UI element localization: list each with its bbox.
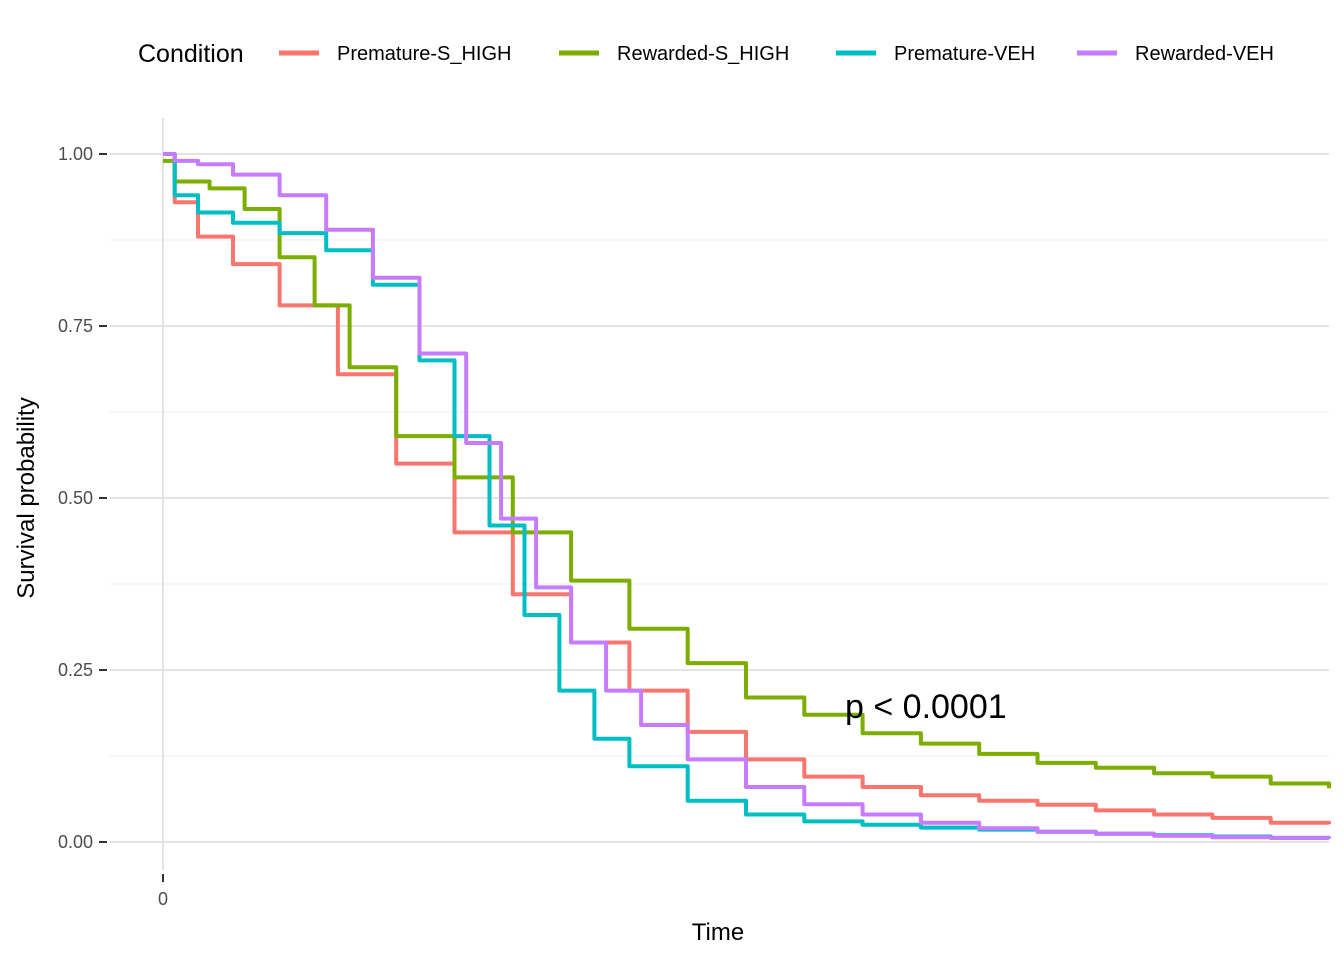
series-line-rewarded-veh <box>163 152 1331 840</box>
legend-item-rewarded-s-high: Rewarded-S_HIGH <box>559 43 789 65</box>
grid-lines <box>110 118 1329 870</box>
axes: 0.00 0.25 0.50 0.75 1.00 0 <box>58 144 168 909</box>
y-tick-label: 0.25 <box>58 660 93 680</box>
y-tick-label: 1.00 <box>58 144 93 164</box>
x-axis-title: Time <box>692 919 744 946</box>
legend-label: Rewarded-VEH <box>1135 43 1274 65</box>
p-value-annotation: p < 0.0001 <box>845 688 1007 726</box>
legend: Condition Premature-S_HIGH Rewarded-S_HIG… <box>138 40 1274 68</box>
y-tick-label: 0.75 <box>58 316 93 336</box>
legend-item-rewarded-veh: Rewarded-VEH <box>1077 43 1274 65</box>
y-tick-label: 0.50 <box>58 488 93 508</box>
series-lines <box>163 152 1331 840</box>
legend-title: Condition <box>138 40 244 68</box>
legend-label: Premature-S_HIGH <box>337 43 512 65</box>
legend-item-premature-s-high: Premature-S_HIGH <box>279 43 512 65</box>
legend-item-premature-veh: Premature-VEH <box>836 43 1035 65</box>
legend-label: Premature-VEH <box>894 43 1035 65</box>
series-line-premature-s-high <box>163 152 1331 825</box>
y-tick-label: 0.00 <box>58 832 93 852</box>
y-axis-title: Survival probability <box>13 397 40 598</box>
series-line-rewarded-s-high <box>163 158 1331 789</box>
legend-label: Rewarded-S_HIGH <box>617 43 789 65</box>
x-tick-label: 0 <box>158 889 168 909</box>
